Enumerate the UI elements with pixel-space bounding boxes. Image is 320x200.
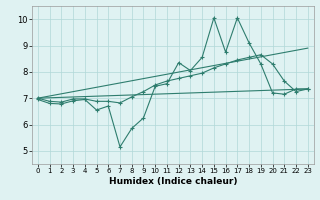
- X-axis label: Humidex (Indice chaleur): Humidex (Indice chaleur): [108, 177, 237, 186]
